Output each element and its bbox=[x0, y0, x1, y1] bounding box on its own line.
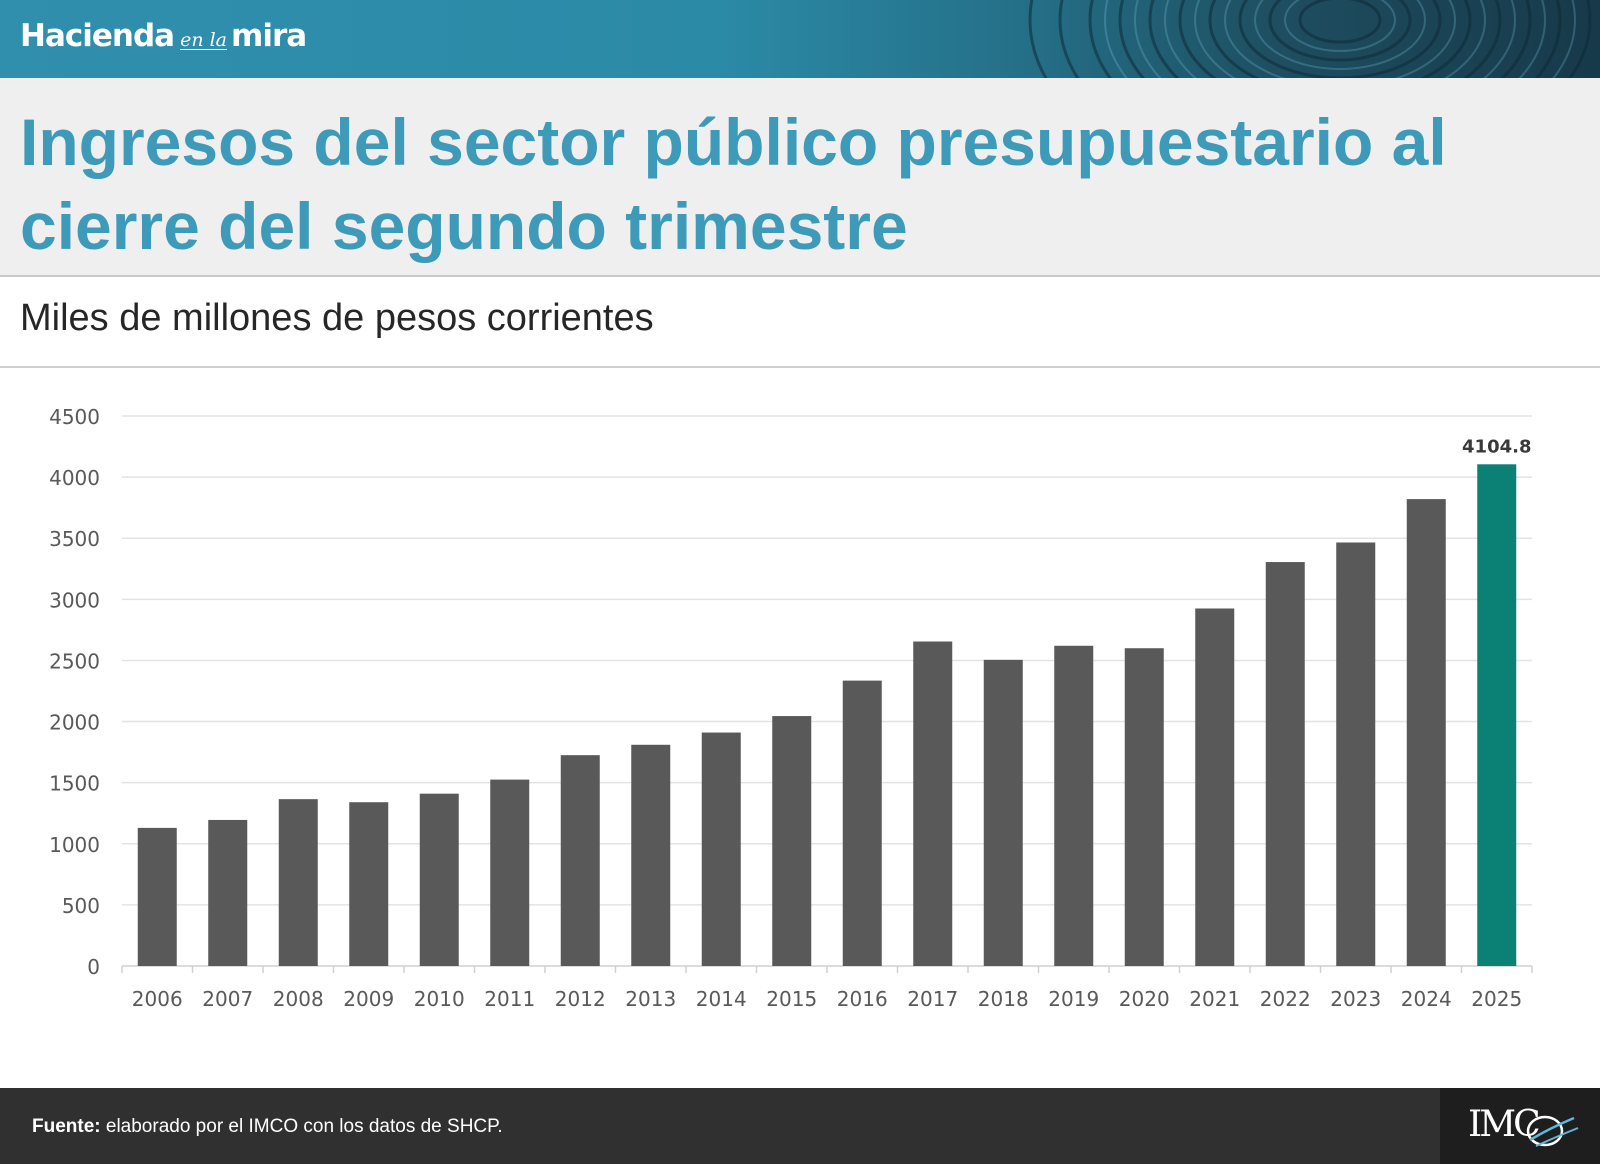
bar-2013 bbox=[631, 744, 671, 966]
data-label: 4104.8 bbox=[1462, 436, 1531, 457]
bar-2009 bbox=[349, 802, 389, 966]
x-tick-label: 2021 bbox=[1189, 987, 1240, 1011]
bar-2018 bbox=[983, 659, 1023, 966]
y-tick-label: 0 bbox=[87, 955, 100, 979]
bar-2007 bbox=[208, 819, 248, 966]
x-tick-label: 2008 bbox=[273, 987, 324, 1011]
bar-2006 bbox=[137, 827, 177, 966]
bar-2012 bbox=[560, 755, 600, 966]
brand-logo: Hacienda en la mira bbox=[20, 18, 307, 62]
x-tick-label: 2023 bbox=[1330, 987, 1381, 1011]
y-tick-label: 1000 bbox=[49, 833, 100, 857]
bar-2008 bbox=[278, 799, 318, 966]
y-tick-label: 1500 bbox=[49, 772, 100, 796]
brand-part-3: mira bbox=[231, 18, 307, 54]
x-tick-label: 2010 bbox=[414, 987, 465, 1011]
y-tick-label: 3000 bbox=[49, 588, 100, 612]
y-tick-label: 2000 bbox=[49, 711, 100, 735]
source-label: Fuente: bbox=[32, 1116, 101, 1137]
x-tick-label: 2022 bbox=[1260, 987, 1311, 1011]
y-tick-label: 2500 bbox=[49, 649, 100, 673]
subtitle-band: Miles de millones de pesos corrientes bbox=[0, 277, 1600, 368]
brand-part-1: Hacienda bbox=[20, 18, 175, 54]
bar-chart: 0 500 1000 1500 2000 2500 3000 3500 4000 4500 2006… bbox=[49, 405, 1533, 1011]
x-tick-label: 2013 bbox=[625, 987, 676, 1011]
bar-2017 bbox=[913, 641, 953, 966]
bar-2022 bbox=[1265, 562, 1305, 966]
y-tick-label: 500 bbox=[62, 894, 100, 918]
y-tick-label: 4500 bbox=[49, 405, 100, 429]
bar-2016 bbox=[842, 680, 882, 966]
x-tick-label: 2006 bbox=[132, 987, 183, 1011]
fingerprint-pattern bbox=[1028, 0, 1592, 78]
bar-2021 bbox=[1195, 608, 1235, 966]
footer: Fuente: elaborado por el IMCO con los da… bbox=[0, 1088, 1600, 1164]
bar-2023 bbox=[1336, 542, 1376, 966]
bar-2024 bbox=[1406, 499, 1446, 966]
x-tick-label: 2007 bbox=[202, 987, 253, 1011]
bar-2010 bbox=[419, 793, 459, 966]
x-tick-label: 2012 bbox=[555, 987, 606, 1011]
x-tick-label: 2017 bbox=[907, 987, 958, 1011]
bar-2011 bbox=[490, 779, 530, 966]
source-text: elaborado por el IMCO con los datos de S… bbox=[100, 1116, 503, 1137]
x-tick-label: 2014 bbox=[696, 987, 747, 1011]
chart-area: 0 500 1000 1500 2000 2500 3000 3500 4000 4500 2006… bbox=[0, 368, 1600, 1088]
bar-2020 bbox=[1124, 648, 1164, 966]
bar-2019 bbox=[1054, 645, 1094, 966]
x-tick-label: 2019 bbox=[1048, 987, 1099, 1011]
y-tick-label: 3500 bbox=[49, 527, 100, 551]
x-tick-label: 2016 bbox=[837, 987, 888, 1011]
brand-part-2: en la bbox=[180, 29, 228, 51]
imco-swoosh-icon bbox=[1526, 1115, 1579, 1147]
page-title: Ingresos del sector público presupuestar… bbox=[20, 105, 1447, 263]
x-tick-label: 2015 bbox=[766, 987, 817, 1011]
y-tick-label: 4000 bbox=[49, 466, 100, 490]
imco-logo: IMC bbox=[1440, 1088, 1600, 1164]
x-tick-label: 2011 bbox=[484, 987, 535, 1011]
source-note: Fuente: elaborado por el IMCO con los da… bbox=[32, 1116, 503, 1138]
bar-2025 bbox=[1477, 464, 1517, 966]
x-tick-label: 2020 bbox=[1119, 987, 1170, 1011]
bar-2014 bbox=[701, 732, 741, 966]
bar-2015 bbox=[772, 716, 812, 966]
title-band: Ingresos del sector público presupuestar… bbox=[0, 78, 1600, 277]
x-tick-label: 2025 bbox=[1471, 987, 1522, 1011]
x-tick-label: 2018 bbox=[978, 987, 1029, 1011]
x-tick-label: 2009 bbox=[343, 987, 394, 1011]
chart-subtitle: Miles de millones de pesos corrientes bbox=[20, 297, 654, 339]
header-banner: Hacienda en la mira bbox=[0, 0, 1600, 78]
x-tick-label: 2024 bbox=[1401, 987, 1452, 1011]
